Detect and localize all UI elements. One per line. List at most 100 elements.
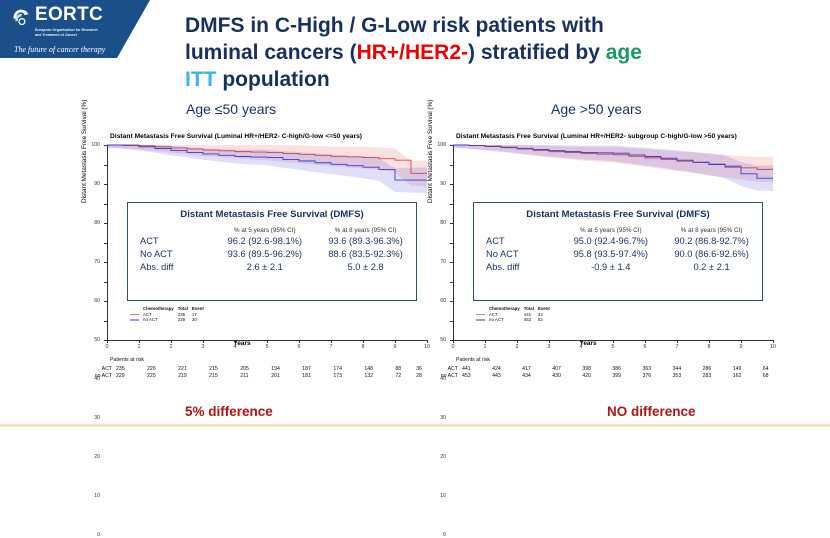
logo-subtitle-line1: European Organisation for Research <box>35 28 98 32</box>
legend-row-act-left: ACT 235 17 <box>130 312 208 318</box>
y-tick-label: 50 <box>94 337 100 343</box>
y-tick-label: 10 <box>94 493 100 499</box>
y-tick: 30 <box>440 281 453 421</box>
chart-title-left: Distant Metastasis Free Survival (Lumina… <box>110 133 363 140</box>
risk-value: 64 <box>762 365 769 372</box>
ci-band-act <box>453 145 773 183</box>
legend-row-noact-right: no ACT 453 52 <box>476 317 554 323</box>
risk-value: 376 <box>642 372 652 379</box>
y-tick: 50 <box>440 242 453 343</box>
km-panel-age-gt50: Distant Metastasis Free Survival (Lumina… <box>427 100 783 538</box>
y-tick-label: 50 <box>440 337 446 343</box>
risk-value: 286 <box>702 365 712 372</box>
y-tick-label: 40 <box>440 376 446 382</box>
risk-title-left: Patients at risk <box>110 357 145 363</box>
x-tick <box>427 340 428 343</box>
callout-left: 5% difference <box>185 404 273 419</box>
result-box-title-right: Distant Metastasis Free Survival (DMFS) <box>526 209 710 220</box>
legend-name-noact-left: no ACT <box>143 317 158 323</box>
risk-value: 36 <box>416 365 422 372</box>
risk-table-right: ACT 441 424 417 407 398 386 363 344 286 149 64 no AC… <box>428 365 783 379</box>
y-tick: 100 <box>437 142 453 148</box>
chart-title-right: Distant Metastasis Free Survival (Lumina… <box>456 133 737 140</box>
x-tick-label: 4 <box>579 344 583 350</box>
noact-5y-right: 95.8 (93.5-97.4%) <box>573 249 648 259</box>
risk-value: 353 <box>672 372 682 379</box>
x-tick <box>107 340 108 343</box>
legend-head-chemotherapy-left: Chemotherapy <box>143 306 174 311</box>
legend-name-act-left: ACT <box>143 311 152 317</box>
y-tick: 40 <box>440 262 453 382</box>
y-tick-label: 0 <box>97 532 100 538</box>
x-tick <box>549 340 550 343</box>
x-tick-label: 2 <box>515 344 519 350</box>
y-tick-label: 100 <box>91 142 100 148</box>
noact-8y-right: 90.0 (86.6-92.6%) <box>674 249 749 259</box>
x-tick-label: 7 <box>329 344 333 350</box>
legend-total-noact-left: 229 <box>177 317 186 323</box>
x-tick <box>267 340 268 343</box>
row-label-absdiff-left: Abs. diff <box>140 262 174 272</box>
y-tick-label: 20 <box>94 454 100 460</box>
x-tick <box>581 340 582 343</box>
legend-head-total-right: Total <box>523 306 534 311</box>
y-tick: 90 <box>440 164 453 187</box>
x-tick-label: 1 <box>137 344 141 350</box>
eortc-emblem-icon <box>13 9 29 26</box>
risk-value: 215 <box>209 372 218 379</box>
table-row: No ACT 93.6 (89.5-96.2%) 88.6 (83.5-92.3… <box>128 248 416 261</box>
act-8y-right: 90.2 (86.8-92.7%) <box>674 236 749 246</box>
y-tick: 50 <box>94 242 107 343</box>
risk-value: 201 <box>271 372 280 379</box>
x-tick-label: 1 <box>483 344 487 350</box>
risk-value: 88 <box>395 365 402 372</box>
legend-head-event-right: Event <box>537 306 550 311</box>
logo-subtitle-line2: and Treatment of Cancer <box>35 32 78 37</box>
y-tick-label: 60 <box>440 298 446 304</box>
y-tick: 80 <box>94 184 107 226</box>
title-line2-prefix: luminal cancers ( <box>185 41 357 64</box>
logo-text-block: EORTC <box>35 5 103 25</box>
x-tick <box>139 340 140 343</box>
y-tick-label: 0 <box>443 532 446 538</box>
noact-8y-left: 88.6 (83.5-92.3%) <box>328 249 403 259</box>
x-tick <box>235 340 236 343</box>
dmfs-result-box-left: Distant Metastasis Free Survival (DMFS) … <box>127 202 417 301</box>
legend-event-act-left: 17 <box>191 311 197 317</box>
y-tick-label: 60 <box>94 298 100 304</box>
result-table-header-right: % at 5 years (95% CI) % at 8 years (95% … <box>474 225 762 235</box>
legend-line-act-right <box>476 312 489 318</box>
logo-tagline: The future of cancer therapy <box>14 45 106 55</box>
result-box-title-left: Distant Metastasis Free Survival (DMFS) <box>180 209 364 220</box>
y-tick-label: 10 <box>440 493 446 499</box>
eortc-logo-banner: EORTC European Organisation for Research… <box>0 0 150 58</box>
y-axis-line-right <box>453 145 454 340</box>
legend-name-act-right: ACT <box>489 311 498 317</box>
x-tick <box>613 340 614 343</box>
legend-event-act-right: 42 <box>537 311 543 317</box>
title-line3-suffix: population <box>216 68 330 91</box>
absdiff-8y-left: 5.0 ± 2.8 <box>347 262 384 272</box>
table-row: Abs. diff -0.9 ± 1.4 0.2 ± 2.1 <box>474 261 762 274</box>
x-tick <box>453 340 454 343</box>
x-tick <box>363 340 364 343</box>
x-tick-label: 2 <box>169 344 173 350</box>
table-row: ACT 96.2 (92.6-98.1%) 93.6 (89.3-96.3%) <box>128 235 416 248</box>
legend-row-noact-left: no ACT 229 30 <box>130 317 208 323</box>
legend-head-total-left: Total <box>177 306 188 311</box>
x-tick-label: 0 <box>451 344 455 350</box>
risk-value: 28 <box>416 372 422 379</box>
curve-no-act <box>107 144 427 181</box>
risk-value: 283 <box>702 372 712 379</box>
risk-value: 68 <box>762 372 769 379</box>
risk-value: 229 <box>116 372 125 379</box>
y-tick-label: 90 <box>440 181 446 187</box>
risk-row: ACT 235 226 221 215 205 194 187 174 148 88 36 <box>82 365 437 372</box>
header-spacer <box>128 225 214 235</box>
y-tick: 100 <box>91 142 107 148</box>
risk-value: 344 <box>672 365 682 372</box>
plot-area-right: 0 10 20 30 40 50 60 70 80 90 100 0 1 2 3 4 5 6 7 8 9 10 <box>437 142 776 538</box>
plot-area-left: 0 10 20 30 40 50 60 70 80 90 100 0 1 2 3 4 5 6 7 8 9 10 <box>91 142 430 538</box>
risk-value: 226 <box>147 365 156 372</box>
y-tick-label: 90 <box>94 181 100 187</box>
